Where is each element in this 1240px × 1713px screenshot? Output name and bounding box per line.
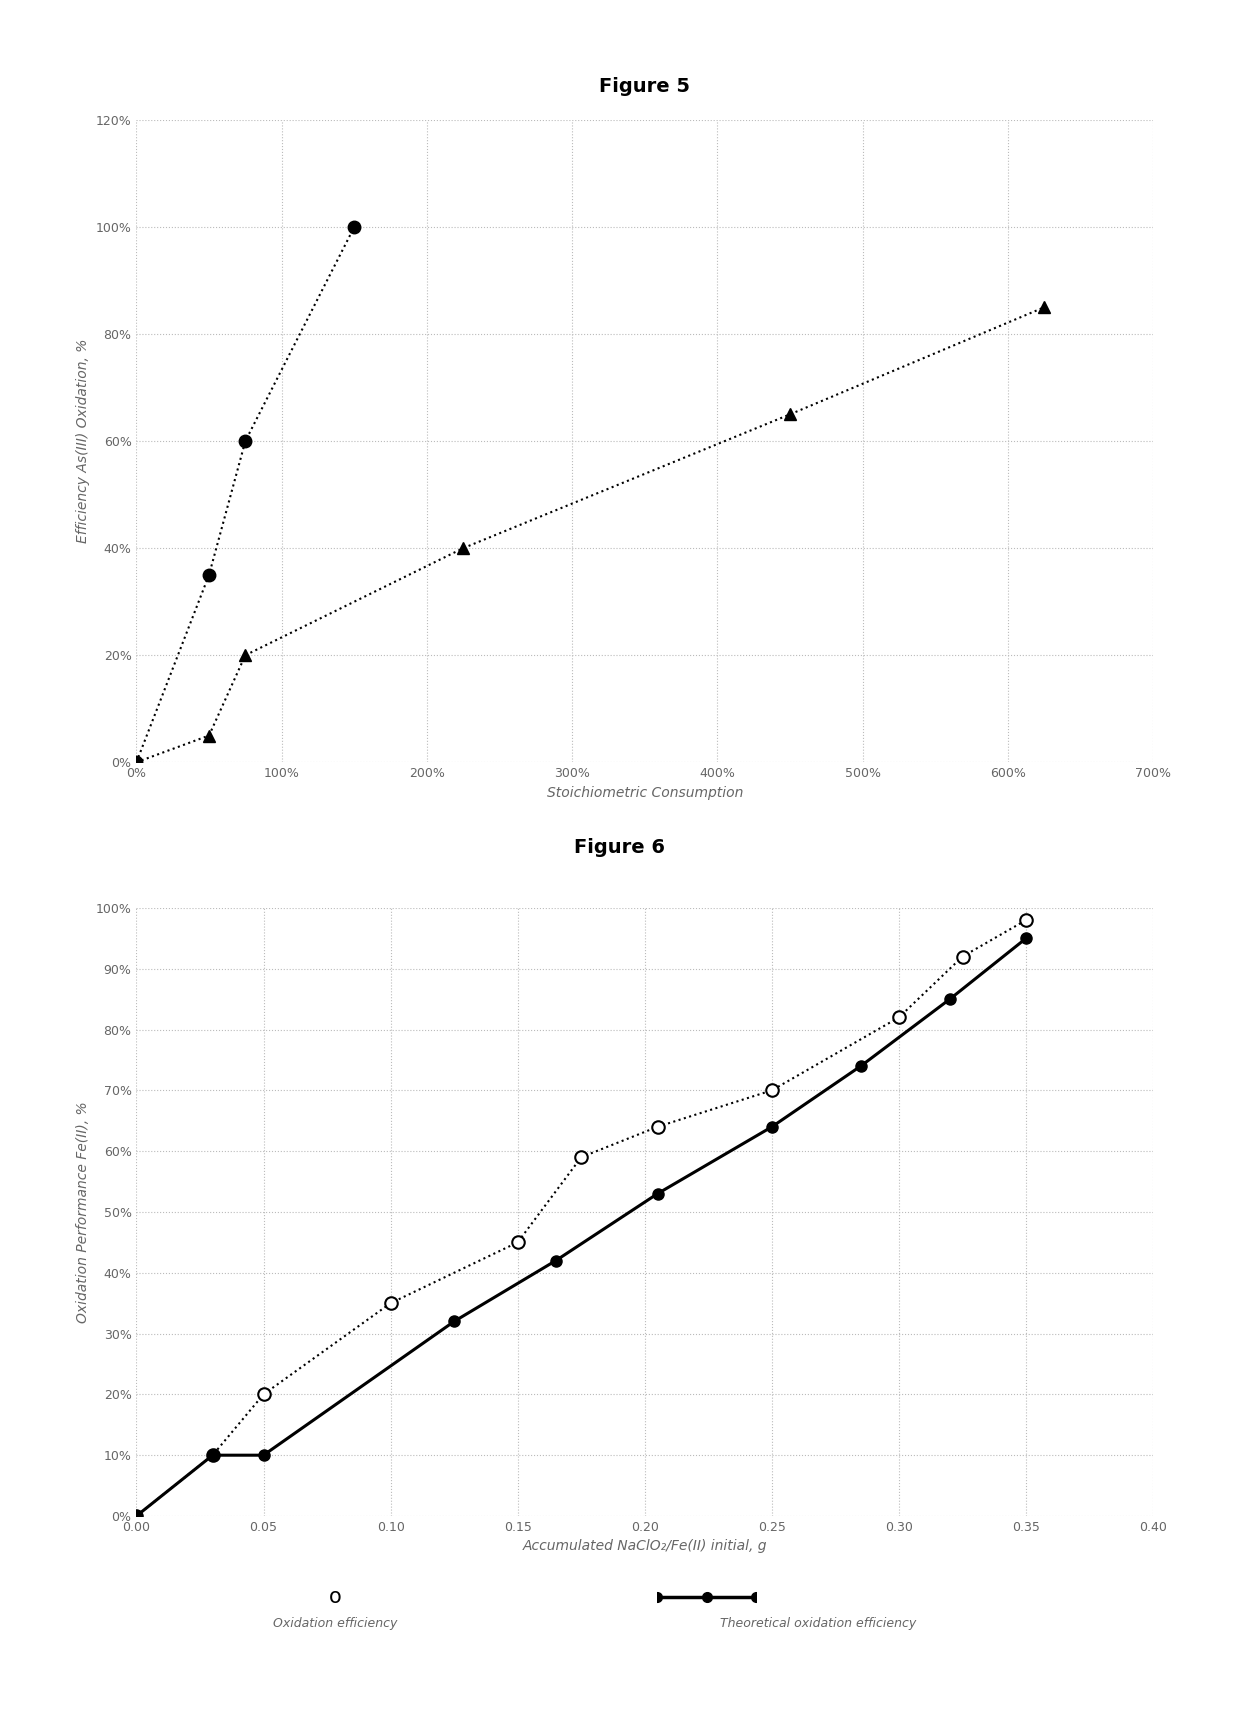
X-axis label: Stoichiometric Consumption: Stoichiometric Consumption <box>547 786 743 800</box>
Text: Oxidation efficiency: Oxidation efficiency <box>273 1617 397 1631</box>
Y-axis label: Oxidation Performance Fe(II), %: Oxidation Performance Fe(II), % <box>76 1101 91 1322</box>
Title: Figure 5: Figure 5 <box>599 77 691 96</box>
Text: Figure 6: Figure 6 <box>574 838 666 858</box>
X-axis label: Accumulated NaClO₂/Fe(II) initial, g: Accumulated NaClO₂/Fe(II) initial, g <box>522 1540 768 1554</box>
Text: Theoretical oxidation efficiency: Theoretical oxidation efficiency <box>720 1617 916 1631</box>
Text: o: o <box>329 1586 341 1607</box>
Y-axis label: Efficiency As(III) Oxidation, %: Efficiency As(III) Oxidation, % <box>76 339 91 543</box>
